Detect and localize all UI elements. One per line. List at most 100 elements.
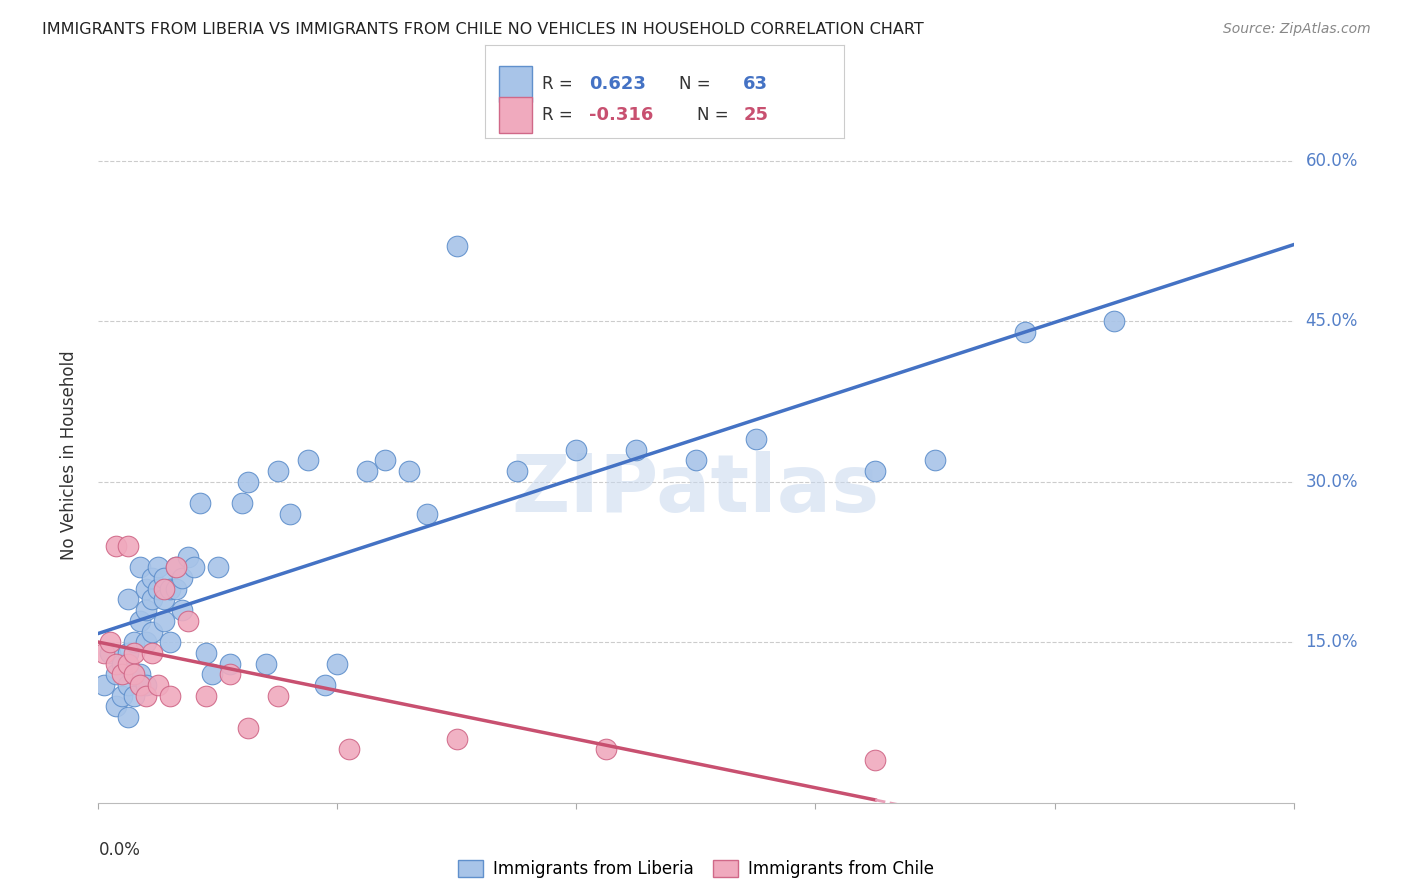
Point xyxy=(194,646,218,660)
Point xyxy=(129,614,152,628)
Point xyxy=(398,464,420,478)
Point xyxy=(117,710,139,724)
Point xyxy=(188,496,211,510)
Point xyxy=(159,635,181,649)
Point xyxy=(165,560,187,574)
Text: R =: R = xyxy=(543,106,578,124)
Text: ZIPatlas: ZIPatlas xyxy=(512,450,880,529)
Point xyxy=(141,646,163,660)
Point xyxy=(865,753,887,767)
Point xyxy=(254,657,277,671)
Point xyxy=(135,582,157,596)
Point xyxy=(105,657,128,671)
Point xyxy=(135,635,157,649)
Point xyxy=(159,582,181,596)
Point xyxy=(141,624,163,639)
Text: Source: ZipAtlas.com: Source: ZipAtlas.com xyxy=(1223,22,1371,37)
Point xyxy=(315,678,337,692)
Point xyxy=(595,742,617,756)
Text: -0.316: -0.316 xyxy=(589,106,654,124)
Text: 25: 25 xyxy=(744,106,768,124)
Point xyxy=(124,635,146,649)
Point xyxy=(98,635,122,649)
Point xyxy=(236,721,259,735)
Point xyxy=(356,464,378,478)
FancyBboxPatch shape xyxy=(499,97,531,133)
Point xyxy=(135,603,157,617)
Point xyxy=(506,464,529,478)
Point xyxy=(117,646,139,660)
Text: 63: 63 xyxy=(744,75,768,93)
Point xyxy=(231,496,253,510)
Point xyxy=(1104,314,1126,328)
Point xyxy=(865,464,887,478)
Point xyxy=(98,646,122,660)
Point xyxy=(153,614,176,628)
Point xyxy=(172,571,194,585)
Point xyxy=(326,657,349,671)
Text: 45.0%: 45.0% xyxy=(1305,312,1358,330)
Point xyxy=(278,507,301,521)
Point xyxy=(207,560,229,574)
Point xyxy=(148,678,170,692)
Point xyxy=(148,582,170,596)
Point xyxy=(374,453,396,467)
Point xyxy=(148,560,170,574)
Point xyxy=(117,657,139,671)
Text: 0.623: 0.623 xyxy=(589,75,645,93)
FancyBboxPatch shape xyxy=(499,66,531,102)
Text: N =: N = xyxy=(696,106,734,124)
Point xyxy=(924,453,946,467)
Point xyxy=(105,539,128,553)
Text: 30.0%: 30.0% xyxy=(1305,473,1358,491)
Point xyxy=(111,657,134,671)
Point xyxy=(124,689,146,703)
Point xyxy=(565,442,588,457)
Point xyxy=(685,453,707,467)
Text: 60.0%: 60.0% xyxy=(1305,152,1358,169)
Y-axis label: No Vehicles in Household: No Vehicles in Household xyxy=(59,350,77,560)
Text: R =: R = xyxy=(543,75,578,93)
Legend: Immigrants from Liberia, Immigrants from Chile: Immigrants from Liberia, Immigrants from… xyxy=(451,854,941,885)
Point xyxy=(416,507,439,521)
Point xyxy=(93,646,115,660)
Point xyxy=(194,689,218,703)
Point xyxy=(135,678,157,692)
Point xyxy=(624,442,647,457)
Point xyxy=(159,689,181,703)
Point xyxy=(267,464,290,478)
Point xyxy=(446,731,468,746)
Point xyxy=(219,657,242,671)
Point xyxy=(124,667,146,681)
Point xyxy=(165,582,187,596)
Point xyxy=(129,560,152,574)
Point xyxy=(105,699,128,714)
Point xyxy=(129,678,152,692)
Point xyxy=(339,742,360,756)
Point xyxy=(141,571,163,585)
Point xyxy=(267,689,290,703)
Point xyxy=(117,592,139,607)
Point xyxy=(745,432,768,446)
Point xyxy=(1014,325,1036,339)
Point xyxy=(172,603,194,617)
Text: N =: N = xyxy=(679,75,716,93)
Point xyxy=(165,560,187,574)
Point xyxy=(153,571,176,585)
Text: 15.0%: 15.0% xyxy=(1305,633,1358,651)
Text: 0.0%: 0.0% xyxy=(98,841,141,859)
Point xyxy=(117,678,139,692)
Point xyxy=(117,539,139,553)
Point xyxy=(124,646,146,660)
Point xyxy=(297,453,319,467)
Point xyxy=(105,667,128,681)
Point xyxy=(183,560,205,574)
Point xyxy=(129,667,152,681)
Text: IMMIGRANTS FROM LIBERIA VS IMMIGRANTS FROM CHILE NO VEHICLES IN HOUSEHOLD CORREL: IMMIGRANTS FROM LIBERIA VS IMMIGRANTS FR… xyxy=(42,22,924,37)
Point xyxy=(141,592,163,607)
Point xyxy=(201,667,224,681)
Point xyxy=(135,689,157,703)
Point xyxy=(124,667,146,681)
Point xyxy=(177,549,200,564)
Point xyxy=(111,689,134,703)
